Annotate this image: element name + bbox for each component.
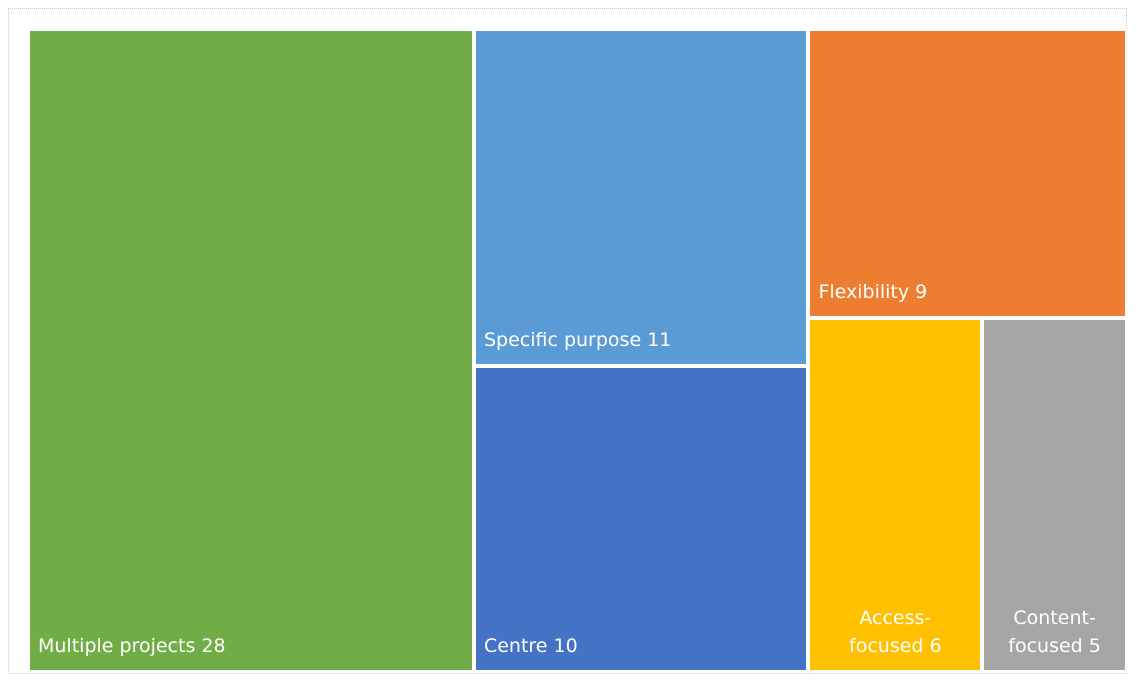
- tile-value: 5: [1088, 634, 1101, 657]
- tile-label: Centre 10: [484, 632, 798, 660]
- tile-name: Multiple projects: [38, 635, 196, 657]
- tile-value: 9: [915, 281, 928, 304]
- tile-value: 10: [553, 634, 578, 657]
- treemap-tile: Centre 10: [473, 365, 809, 672]
- tile-name: Flexibility: [818, 281, 910, 304]
- tile-value: 28: [201, 635, 226, 657]
- treemap-tile: Specific purpose 11: [473, 29, 809, 366]
- tile-name: Access-focused: [849, 606, 932, 657]
- tile-label: Access-focused 6: [824, 604, 966, 660]
- tile-name: Content-focused: [1008, 606, 1096, 657]
- treemap-tile: Content-focused 5: [982, 318, 1127, 672]
- tile-label: Content-focused 5: [998, 604, 1111, 660]
- treemap-tile: Access-focused 6: [808, 318, 983, 672]
- treemap-tile: Flexibility 9: [808, 29, 1127, 319]
- tile-name: Specific purpose: [483, 328, 642, 351]
- treemap-tile: Multiple projects 28: [28, 29, 474, 672]
- tile-value: 11: [647, 328, 672, 351]
- tile-value: 6: [929, 634, 942, 657]
- tile-name: Centre: [483, 634, 548, 657]
- tile-label: Multiple projects 28: [38, 632, 464, 660]
- tile-label: Flexibility 9: [818, 278, 1117, 306]
- tile-label: Specific purpose 11: [484, 326, 798, 354]
